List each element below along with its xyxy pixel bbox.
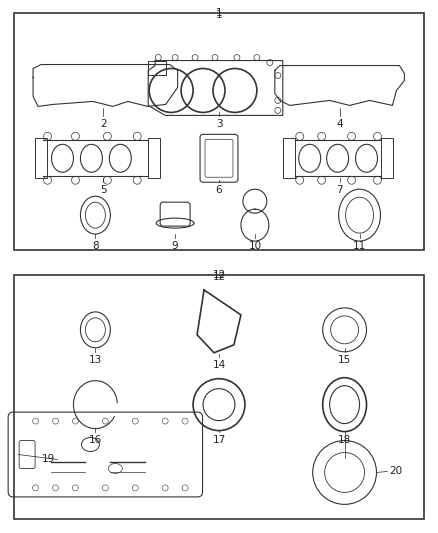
Bar (14, 275, 424, 519)
FancyBboxPatch shape (19, 441, 35, 469)
Text: 11: 11 (353, 241, 366, 251)
Bar (148, 139, 160, 178)
Text: 1: 1 (215, 7, 223, 18)
Text: 8: 8 (92, 241, 99, 251)
Text: 1: 1 (215, 10, 223, 20)
Text: 12: 12 (212, 272, 226, 282)
Bar (283, 139, 295, 178)
Text: 18: 18 (338, 434, 351, 445)
Bar (381, 139, 393, 178)
Text: 2: 2 (100, 119, 107, 130)
Text: 10: 10 (248, 241, 261, 251)
Text: 9: 9 (172, 241, 178, 251)
Text: 6: 6 (215, 185, 223, 195)
Text: 7: 7 (336, 185, 343, 195)
Bar (35, 139, 46, 178)
Text: 19: 19 (42, 455, 56, 464)
Text: 5: 5 (100, 185, 107, 195)
Bar (148, 61, 166, 76)
Text: 20: 20 (389, 466, 403, 477)
Bar (14, 13, 424, 250)
Text: 17: 17 (212, 434, 226, 445)
Text: 13: 13 (89, 355, 102, 365)
Text: 15: 15 (338, 355, 351, 365)
Text: 3: 3 (215, 119, 223, 130)
Text: 4: 4 (336, 119, 343, 130)
Text: 12: 12 (212, 270, 226, 280)
Text: 16: 16 (89, 434, 102, 445)
Text: 14: 14 (212, 360, 226, 370)
